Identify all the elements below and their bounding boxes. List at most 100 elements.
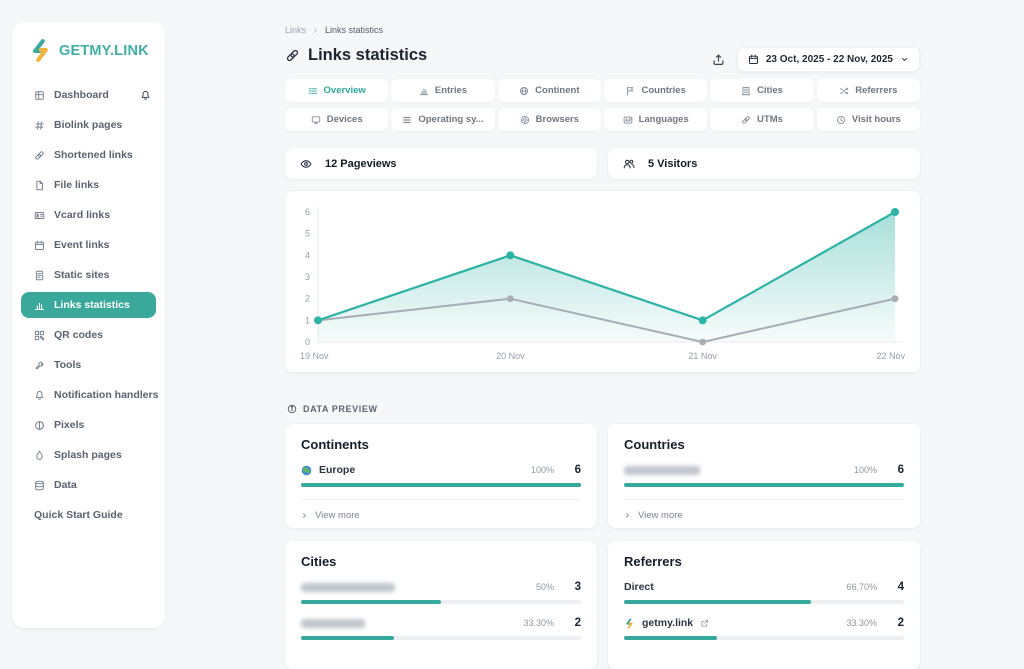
view-more-label: View more: [638, 510, 683, 521]
sidebar-item-label: Biolink pages: [54, 119, 123, 131]
brand-logo[interactable]: GETMY.LINK: [12, 22, 165, 63]
card-title: Cities: [301, 554, 337, 569]
users-icon: [623, 158, 635, 170]
tab-countries[interactable]: Countries: [604, 79, 708, 102]
tab-overview[interactable]: Overview: [285, 79, 389, 102]
row-percent: 100%: [853, 465, 877, 475]
sidebar-item-file-links[interactable]: File links: [12, 170, 165, 200]
external-link-icon[interactable]: [700, 619, 709, 628]
sidebar-item-tools[interactable]: Tools: [12, 350, 165, 380]
tab-referrers[interactable]: Referrers: [816, 79, 920, 102]
progress-bar: [624, 600, 904, 604]
row-percent: 33.30%: [523, 618, 554, 628]
tab-label: Overview: [323, 85, 366, 96]
grid-icon: [34, 90, 45, 101]
sidebar-item-quick-start-guide[interactable]: Quick Start Guide: [12, 500, 165, 530]
tab-label: Entries: [434, 85, 468, 96]
calendar-icon: [34, 240, 45, 251]
svg-text:5: 5: [305, 229, 310, 239]
row-name: Europe: [319, 464, 356, 476]
link-icon: [34, 150, 45, 161]
svg-text:22 Nov: 22 Nov: [876, 351, 905, 361]
svg-text:6: 6: [305, 207, 310, 217]
tab-entries[interactable]: Entries: [391, 79, 495, 102]
sidebar-item-label: Event links: [54, 239, 110, 251]
bar-chart-icon: [34, 300, 45, 311]
sidebar-item-qr-codes[interactable]: QR codes: [12, 320, 165, 350]
tab-continent[interactable]: Continent: [497, 79, 601, 102]
list-item: 50% 3: [301, 581, 581, 604]
sidebar-item-pixels[interactable]: Pixels: [12, 410, 165, 440]
row-percent: 50%: [535, 582, 554, 592]
sidebar-item-shortened-links[interactable]: Shortened links: [12, 140, 165, 170]
sidebar-item-label: Vcard links: [54, 209, 111, 221]
pageviews-stat-card: 12 Pageviews: [285, 148, 597, 179]
flag-icon: [625, 86, 635, 96]
svg-text:4: 4: [305, 250, 310, 260]
tab-cities[interactable]: Cities: [710, 79, 814, 102]
svg-text:19 Nov: 19 Nov: [300, 351, 329, 361]
sidebar-item-event-links[interactable]: Event links: [12, 230, 165, 260]
referrers-card: Referrers Direct 66.70% 4 getmy.link 33.…: [608, 541, 920, 669]
tab-label: Browsers: [535, 114, 579, 125]
view-more-link[interactable]: View more: [301, 499, 581, 521]
row-percent: 66.70%: [846, 582, 877, 592]
sidebar-item-label: Quick Start Guide: [34, 509, 123, 521]
svg-text:0: 0: [305, 337, 310, 347]
chevron-down-icon: [900, 55, 909, 64]
row-count: 6: [897, 464, 904, 476]
breadcrumb-parent[interactable]: Links: [285, 25, 307, 35]
earth-icon: [301, 465, 312, 476]
sidebar-item-notification-handlers[interactable]: Notification handlers: [12, 380, 165, 410]
chevron-right-icon: [301, 512, 308, 519]
row-count: 6: [574, 464, 581, 476]
data-cards-row-2: Cities 50% 3 33.30% 2 Referrers Direct 6…: [285, 541, 920, 669]
tab-label: Languages: [638, 114, 689, 125]
droplet-icon: [34, 450, 45, 461]
sidebar-item-splash-pages[interactable]: Splash pages: [12, 440, 165, 470]
row-count: 3: [574, 581, 581, 593]
sidebar-item-label: Static sites: [54, 269, 110, 281]
row-count: 4: [897, 581, 904, 593]
pageviews-visitors-chart: 0 1 2 3 4 5 6 19 Nov 20 Nov 21 Nov 22 Nov: [300, 207, 905, 361]
tab-operating-systems[interactable]: Operating sy...: [391, 108, 495, 131]
sidebar-item-label: Tools: [54, 359, 82, 371]
link-icon: [285, 48, 300, 63]
tab-utms[interactable]: UTMs: [710, 108, 814, 131]
export-icon[interactable]: [712, 53, 725, 66]
tab-browsers[interactable]: Browsers: [497, 108, 601, 131]
sidebar-item-label: Notification handlers: [54, 389, 159, 401]
globe-icon: [519, 86, 529, 96]
sidebar-item-label: Data: [54, 479, 77, 491]
cities-card: Cities 50% 3 33.30% 2: [285, 541, 597, 669]
brand-name: GETMY.LINK: [59, 42, 149, 59]
sidebar-item-biolink-pages[interactable]: Biolink pages: [12, 110, 165, 140]
sidebar-item-links-statistics[interactable]: Links statistics: [21, 292, 156, 318]
list-item: getmy.link 33.30% 2: [624, 617, 904, 640]
row-count: 2: [897, 617, 904, 629]
redacted-name: [301, 582, 395, 592]
svg-text:3: 3: [305, 272, 310, 282]
tab-languages[interactable]: Languages: [604, 108, 708, 131]
view-more-link[interactable]: View more: [624, 499, 904, 521]
bell-icon[interactable]: [140, 90, 151, 101]
data-preview-label: DATA PREVIEW: [287, 404, 378, 414]
tab-label: UTMs: [757, 114, 783, 125]
contrast-icon: [34, 420, 45, 431]
data-cards-row-1: Continents Europe 100% 6 View more Count…: [285, 424, 920, 528]
getmylink-favicon: [624, 618, 635, 629]
tab-label: Visit hours: [851, 114, 901, 125]
card-title: Continents: [301, 437, 369, 452]
tab-visit-hours[interactable]: Visit hours: [816, 108, 920, 131]
view-more-label: View more: [315, 510, 360, 521]
sidebar-item-data[interactable]: Data: [12, 470, 165, 500]
sidebar-item-static-sites[interactable]: Static sites: [12, 260, 165, 290]
stats-row: 12 Pageviews 5 Visitors: [285, 148, 920, 179]
sidebar-item-dashboard[interactable]: Dashboard: [12, 80, 165, 110]
sidebar-item-vcard-links[interactable]: Vcard links: [12, 200, 165, 230]
continents-card: Continents Europe 100% 6 View more: [285, 424, 597, 528]
tab-devices[interactable]: Devices: [285, 108, 389, 131]
page-title-row: Links statistics: [285, 46, 427, 65]
date-range-picker[interactable]: 23 Oct, 2025 - 22 Nov, 2025: [736, 47, 920, 72]
card-title: Referrers: [624, 554, 682, 569]
